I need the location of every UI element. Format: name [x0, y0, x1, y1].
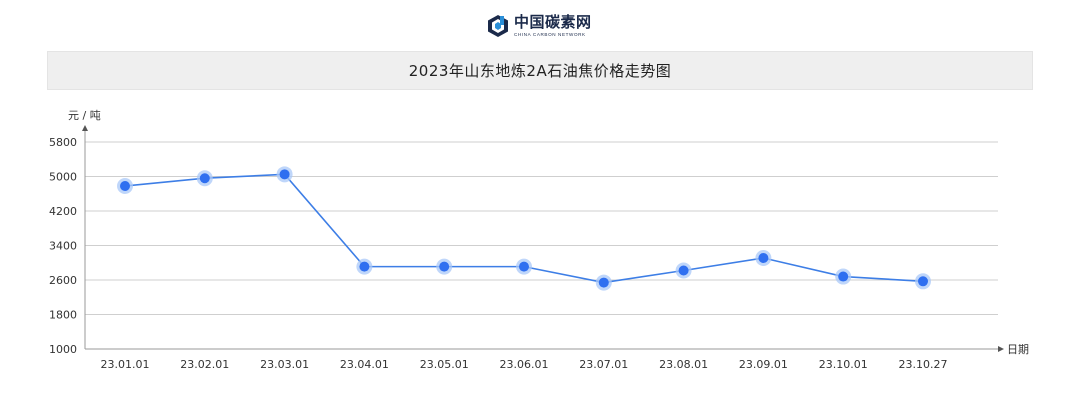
data-point-marker — [359, 261, 370, 272]
x-tick-label: 23.08.01 — [659, 358, 708, 371]
x-tick-label: 23.07.01 — [579, 358, 628, 371]
y-tick-label: 1000 — [49, 343, 77, 356]
y-tick-label: 3400 — [49, 240, 77, 253]
data-point — [516, 258, 532, 275]
x-axis-title: 日期 — [1007, 343, 1029, 356]
brand-logo: 中国碳素网 CHINA CARBON NETWORK — [486, 14, 592, 38]
chart-title-bar: 2023年山东地炼2A石油焦价格走势图 — [47, 51, 1033, 90]
data-point-marker — [439, 261, 450, 272]
x-tick-label: 23.04.01 — [340, 358, 389, 371]
y-tick-label: 1800 — [49, 309, 77, 322]
data-point — [755, 250, 772, 267]
data-point — [117, 177, 133, 194]
data-point — [595, 274, 612, 291]
cube-logo-icon — [488, 15, 508, 37]
data-point-marker — [758, 253, 769, 264]
y-tick-label: 5800 — [49, 136, 77, 149]
data-point-marker — [838, 271, 849, 282]
x-tick-label: 23.09.01 — [739, 358, 788, 371]
data-point-marker — [199, 173, 210, 184]
data-point — [675, 262, 692, 279]
data-point-marker — [519, 261, 529, 272]
x-tick-label: 23.06.01 — [500, 358, 549, 371]
x-tick-label: 23.10.01 — [819, 358, 868, 371]
data-point-marker — [598, 277, 609, 288]
y-tick-label: 4200 — [49, 205, 77, 218]
data-point-marker — [918, 276, 928, 287]
data-point — [196, 170, 213, 187]
y-tick-label: 5000 — [49, 171, 77, 184]
x-tick-label: 23.03.01 — [260, 358, 309, 371]
data-point — [356, 258, 373, 275]
brand-subtitle: CHINA CARBON NETWORK — [514, 31, 586, 37]
chart-title: 2023年山东地炼2A石油焦价格走势图 — [408, 62, 672, 80]
data-point-marker — [279, 169, 290, 180]
y-axis-arrow-icon — [82, 125, 88, 131]
x-tick-label: 23.02.01 — [180, 358, 229, 371]
data-point — [276, 166, 293, 183]
data-point — [436, 258, 453, 275]
x-tick-label: 23.10.27 — [899, 358, 948, 371]
y-tick-label: 2600 — [49, 274, 77, 287]
x-tick-label: 23.05.01 — [420, 358, 469, 371]
y-axis-title: 元 / 吨 — [68, 109, 101, 122]
data-point — [835, 268, 852, 285]
data-point-marker — [678, 265, 689, 276]
brand-name: 中国碳素网 — [514, 12, 592, 31]
x-tick-label: 23.01.01 — [101, 358, 150, 371]
data-point-marker — [120, 180, 130, 191]
data-point — [915, 273, 931, 290]
x-axis-arrow-icon — [998, 346, 1004, 352]
